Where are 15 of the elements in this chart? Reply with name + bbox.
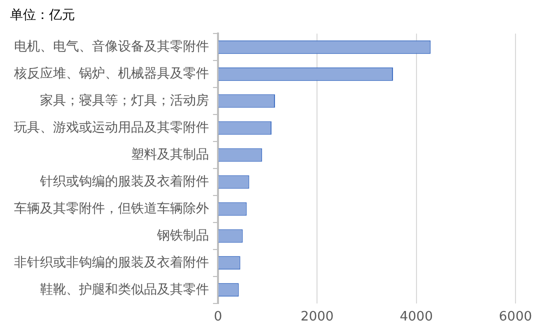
text: 单位：亿元 [10,8,75,24]
y-tick-label: 核反应堆、锅炉、机械器具及零件 [13,65,209,82]
y-tick-label: 车辆及其零附件，但铁道车辆除外 [14,201,209,216]
y-tick-label: 塑料及其制品 [131,146,209,162]
y-tick-label: 电机、电气、音像设备及其零附件 [14,39,209,54]
y-tick-label: 鞋靴、护腿和类似品及其零件 [40,282,209,298]
y-tick-label: 针织或钩编的服装及衣着附件 [39,173,209,190]
x-tick-label: 2000 [300,310,334,325]
x-tick-label: 0 [214,310,222,325]
y-tick-label: 非针织或非钩编的服装及衣着附件 [14,254,209,270]
x-tick-label: 6000 [498,310,532,325]
y-tick-label: 家具；寝具等；灯具；活动房 [40,92,209,108]
x-tick-label: 4000 [400,310,433,325]
y-tick-label: 钢铁制品 [156,228,209,244]
y-tick-label: 玩具、游戏或运动用品及其零附件 [14,120,209,136]
